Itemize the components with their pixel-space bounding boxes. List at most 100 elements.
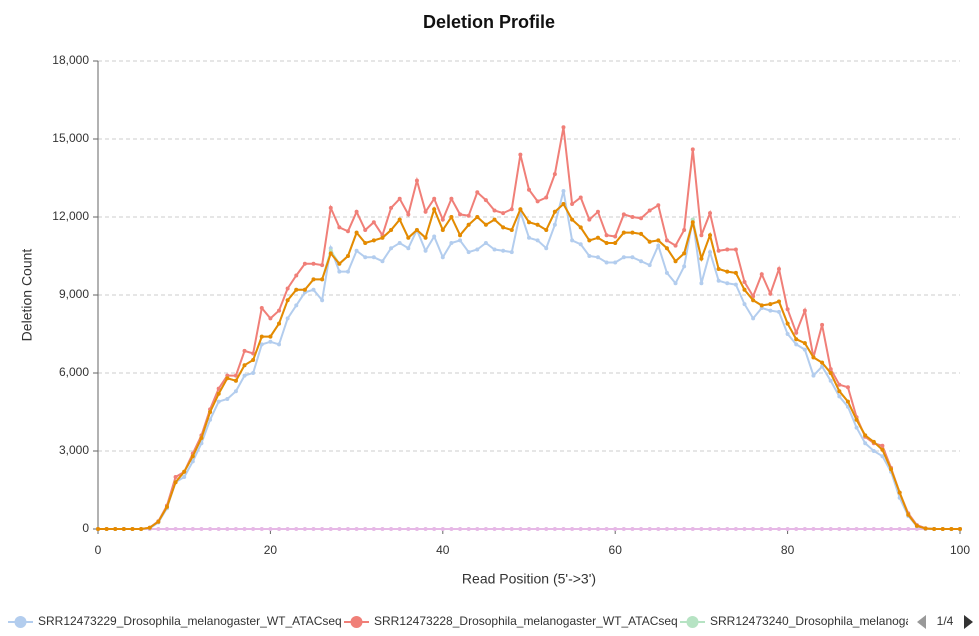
data-point [776, 299, 781, 304]
data-point [225, 397, 230, 401]
data-point [518, 152, 523, 157]
data-point [466, 250, 471, 255]
data-point [277, 342, 282, 347]
data-point [820, 527, 825, 531]
data-point [863, 433, 868, 438]
data-point [880, 527, 885, 531]
data-point [604, 260, 609, 265]
data-point [337, 225, 342, 230]
data-point [570, 527, 575, 531]
data-point [733, 270, 738, 275]
data-point [863, 441, 868, 446]
data-point [647, 239, 652, 244]
data-point [811, 527, 816, 531]
data-point [535, 222, 540, 227]
data-point [725, 247, 730, 252]
data-point [294, 287, 299, 292]
data-point [406, 212, 411, 217]
data-point [690, 147, 695, 152]
data-point [527, 235, 531, 240]
data-point [725, 527, 730, 531]
data-point [268, 334, 273, 339]
data-point [785, 321, 790, 326]
data-point [466, 222, 471, 227]
data-point [216, 391, 221, 396]
data-point [389, 205, 394, 210]
data-point [328, 251, 333, 256]
data-point [595, 209, 600, 214]
data-point [570, 202, 575, 206]
data-point [440, 217, 445, 222]
data-point [768, 291, 773, 296]
data-point [845, 399, 850, 404]
legend-label[interactable]: SRR12473240_Drosophila_melanogas [710, 614, 918, 628]
data-point [414, 228, 419, 232]
x-tick-label: 60 [609, 543, 623, 557]
data-point [458, 238, 463, 243]
legend-prev[interactable] [917, 615, 926, 629]
data-point [432, 527, 437, 531]
data-point [251, 358, 256, 362]
data-point [690, 220, 695, 225]
data-point [311, 277, 316, 282]
legend-label[interactable]: SRR12473229_Drosophila_melanogaster_WT_A… [38, 614, 342, 628]
data-point [699, 256, 704, 261]
legend-next[interactable] [964, 615, 973, 629]
data-point [656, 527, 661, 531]
data-point [397, 527, 402, 531]
data-point [363, 241, 368, 245]
data-point [578, 242, 583, 247]
data-point [776, 267, 781, 271]
data-point [311, 527, 316, 531]
data-point [406, 527, 411, 531]
x-axis-label: Read Position (5'->3') [462, 571, 596, 587]
data-point [173, 480, 178, 485]
data-point [708, 233, 713, 238]
data-point [716, 527, 721, 531]
data-point [389, 246, 394, 251]
data-point [294, 273, 299, 278]
data-point [639, 216, 644, 221]
data-point [854, 527, 859, 531]
data-point [699, 281, 704, 286]
data-point [759, 527, 764, 531]
data-point [664, 238, 669, 243]
data-point [613, 260, 618, 265]
data-point [604, 527, 609, 531]
data-point [630, 230, 635, 235]
data-point [156, 519, 161, 524]
data-point [794, 330, 799, 335]
data-point [406, 246, 411, 251]
data-point [552, 209, 557, 214]
data-point [440, 255, 445, 260]
data-point [345, 229, 350, 234]
data-point [216, 399, 221, 404]
y-tick-label: 18,000 [52, 53, 89, 67]
data-point [785, 332, 790, 336]
legend-label[interactable]: SRR12473228_Drosophila_melanogaster_WT_A… [374, 614, 678, 628]
chart-title: Deletion Profile [423, 12, 555, 32]
data-point [173, 527, 178, 531]
data-point [690, 527, 695, 531]
data-point [501, 248, 506, 253]
data-point [277, 527, 282, 531]
data-point [233, 527, 238, 531]
data-point [527, 187, 531, 192]
data-point [518, 207, 523, 212]
data-point [561, 527, 566, 531]
data-point [475, 190, 480, 195]
data-point [811, 355, 816, 360]
data-point [699, 233, 704, 238]
data-point [483, 198, 488, 203]
data-point [742, 302, 747, 307]
legend-marker [350, 616, 363, 628]
data-point [535, 199, 540, 204]
data-point [233, 389, 238, 394]
y-tick-label: 15,000 [52, 131, 89, 145]
legend-page: 1/4 [937, 614, 954, 628]
data-point [630, 215, 635, 219]
data-point [742, 287, 747, 292]
data-point [432, 207, 437, 212]
data-point [673, 281, 678, 286]
data-point [302, 261, 307, 266]
